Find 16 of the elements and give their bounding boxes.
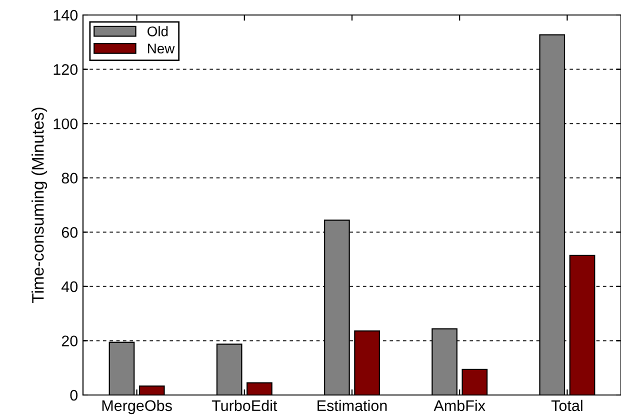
x-tick-label: Estimation — [318, 400, 387, 412]
legend-label: Old — [148, 26, 168, 36]
x-tick-label: Total — [551, 400, 582, 412]
y-tick-label: 100 — [54, 118, 78, 130]
y-tick-label: 40 — [62, 281, 78, 292]
x-tick-label: MergeObs — [102, 400, 172, 414]
x-tick-label: TurboEdit — [212, 400, 278, 412]
y-axis-title: Time-consuming (Minutes) — [32, 108, 48, 303]
y-tick-label: 0 — [70, 390, 78, 401]
x-tick-label: AmbFix — [434, 400, 486, 412]
y-tick-label: 120 — [54, 64, 78, 75]
legend-label: New — [148, 44, 175, 54]
y-tick-label: 60 — [62, 227, 78, 238]
y-tick-label: 20 — [62, 336, 78, 346]
y-tick-label: 140 — [54, 10, 78, 21]
y-tick-label: 80 — [62, 172, 78, 184]
